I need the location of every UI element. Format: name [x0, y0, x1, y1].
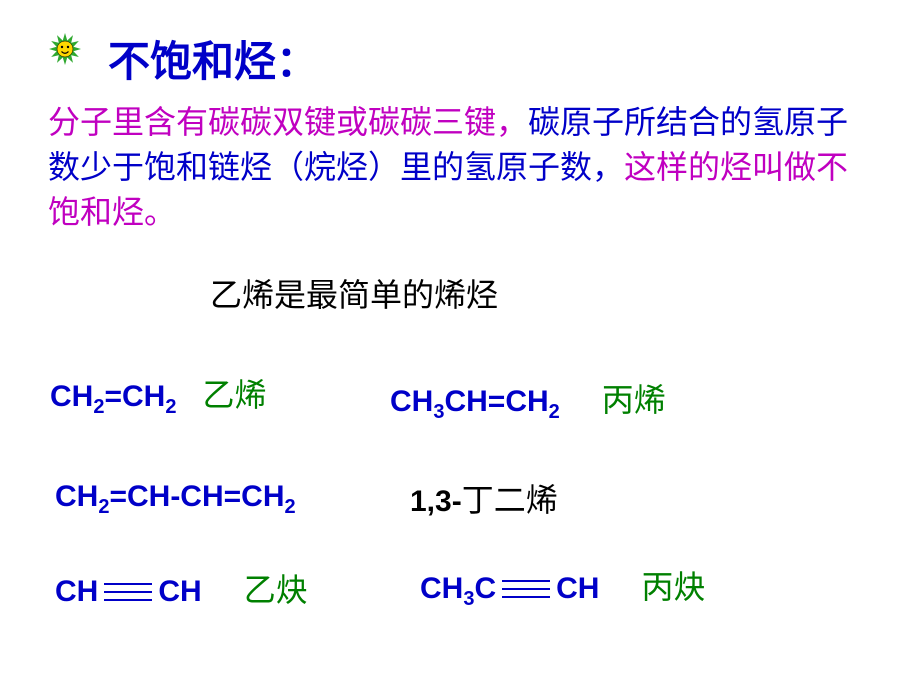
- acetylene-right: CH: [158, 575, 201, 609]
- propylene-formula: CH3CH=CH2: [390, 385, 560, 424]
- acetylene-name: 乙炔: [244, 565, 308, 611]
- acetylene-left: CH: [55, 575, 98, 609]
- butadiene-name-block: 1,3-丁二烯: [410, 475, 558, 521]
- propyne-name: 丙炔: [641, 562, 705, 608]
- compound-butadiene: CH2=CH-CH=CH2: [55, 480, 296, 519]
- definition-text: 分子里含有碳碳双键或碳碳三键，碳原子所结合的氢原子数少于饱和链烃（烷烃）里的氢原…: [48, 100, 878, 234]
- propyne-right: CH: [556, 572, 599, 606]
- compound-propyne: CH3C CH 丙炔: [420, 562, 706, 611]
- propyne-left: CH3C: [420, 572, 496, 611]
- compound-propylene: CH3CH=CH2 丙烯: [390, 375, 666, 424]
- ethylene-formula: CH2=CH2: [50, 380, 176, 419]
- ethylene-name: 乙烯: [202, 370, 266, 416]
- butadiene-name: 1,3-丁二烯: [410, 475, 558, 521]
- sunflower-icon: [48, 32, 82, 66]
- compound-acetylene: CH CH 乙炔: [55, 565, 308, 611]
- propylene-name: 丙烯: [602, 375, 666, 421]
- page-title: 不饱和烃：: [108, 28, 318, 89]
- butadiene-formula: CH2=CH-CH=CH2: [55, 480, 296, 519]
- subtitle: 乙烯是最简单的烯烃: [210, 270, 498, 316]
- compound-ethylene: CH2=CH2 乙烯: [50, 370, 266, 419]
- triple-bond-icon: [502, 580, 550, 598]
- triple-bond-icon: [104, 583, 152, 601]
- definition-part1: 分子里含有碳碳双键或碳碳三键，: [48, 104, 528, 140]
